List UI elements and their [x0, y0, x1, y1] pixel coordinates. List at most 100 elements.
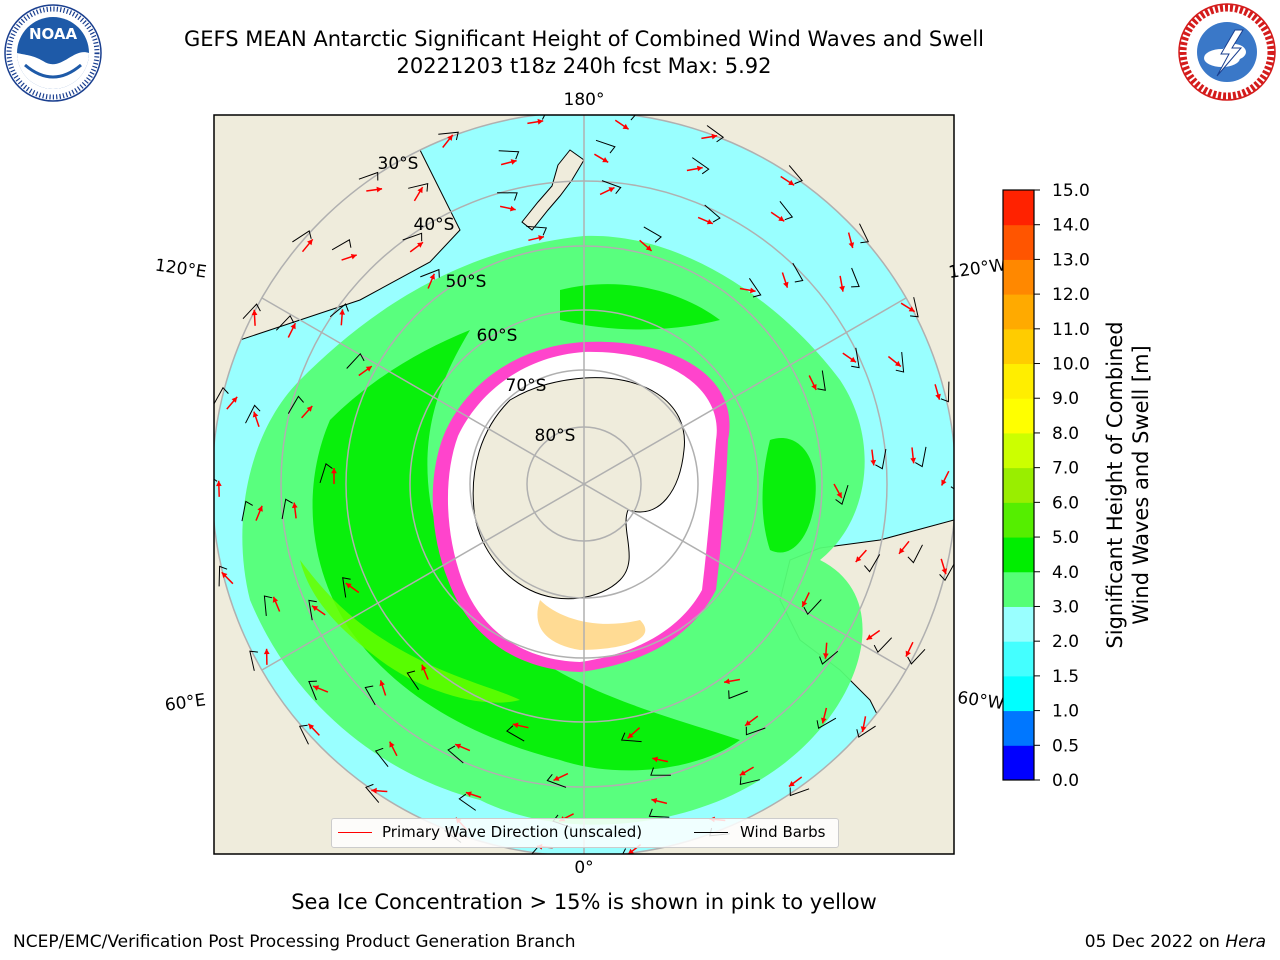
lat-label-80s: 80°S: [535, 426, 576, 446]
wave-arrow-head: [417, 242, 423, 248]
wave-arrow-head: [860, 726, 867, 732]
wave-arrow-head: [290, 323, 296, 330]
colorbar-tick-label: 5.0: [1052, 528, 1079, 548]
wave-arrow-head: [350, 254, 357, 260]
band-4m-north: [560, 284, 720, 330]
wave-arrow-head: [252, 411, 259, 418]
wave-arrow-head: [307, 239, 313, 246]
colorbar-tick-label: 12.0: [1052, 285, 1090, 305]
wave-arrow-head: [848, 242, 855, 248]
colorbar-tick-label: 3.0: [1052, 597, 1079, 617]
wind-barb: [214, 478, 218, 482]
wave-arrow-head: [778, 215, 785, 222]
wind-barb: [620, 732, 642, 743]
map-frame: [213, 114, 955, 855]
wind-barb: [281, 498, 293, 520]
colorbar-block: [1003, 328, 1034, 365]
wave-arrow-head: [908, 306, 915, 312]
wave-arrow-head: [537, 118, 544, 125]
wind-barb: [643, 226, 662, 243]
wave-arrow-head: [724, 678, 730, 685]
wind-barb: [859, 223, 870, 244]
wave-arrow-head: [376, 186, 383, 193]
wind-barb: [630, 115, 636, 121]
wave-arrow-head: [941, 568, 948, 575]
colorbar-ticks: 0.0 0.5 1.0 1.5 2.0 3.0 4.0 5.0 6.0 7.0 8.0 9.0 10.0…: [1034, 181, 1090, 791]
wave-arrow-head: [866, 634, 873, 640]
wave-arrow-head: [836, 492, 842, 498]
colorbar-block: [1003, 190, 1034, 226]
colorbar-block: [1003, 641, 1034, 677]
legend-wave-direction: Primary Wave Direction (unscaled): [382, 823, 643, 841]
wind-barb: [249, 650, 258, 671]
colorbar-tick-label: 11.0: [1052, 320, 1090, 340]
wind-barb: [779, 200, 794, 221]
wind-barb: [298, 724, 309, 745]
wind-barb: [940, 381, 950, 403]
wind-barb: [601, 180, 622, 195]
band-5m: [300, 560, 520, 703]
lon-label-120w: 120°W: [947, 255, 1007, 283]
wind-barb: [364, 685, 376, 706]
colorbar-tick-label: 15.0: [1052, 181, 1090, 201]
lat-label-30s: 30°S: [378, 154, 419, 174]
lat-label-40s: 40°S: [414, 215, 455, 235]
wind-barb: [506, 725, 525, 742]
noaa-logo: NOAA: [3, 3, 103, 103]
wave-arrow-head: [417, 187, 423, 194]
wave-arrow-head: [553, 775, 560, 781]
wave-arrow-head: [272, 596, 279, 603]
wave-arrow-head: [622, 123, 629, 130]
wave-arrow-head: [651, 798, 658, 804]
wind-barb: [873, 637, 893, 654]
wave-arrow-head: [628, 848, 634, 854]
colorbar-tick-label: 13.0: [1052, 250, 1090, 270]
lat-label-70s: 70°S: [506, 376, 547, 396]
wave-arrow-head: [312, 605, 318, 612]
colorbar-block: [1003, 467, 1034, 503]
wind-barb: [526, 225, 548, 236]
footer-date: 05 Dec 2022 on Hera: [1085, 932, 1266, 952]
colorbar-block: [1003, 606, 1034, 642]
wind-barb: [745, 726, 766, 736]
wind-barb: [739, 776, 760, 786]
wave-arrow-head: [750, 287, 756, 294]
wind-barb: [792, 262, 804, 283]
wind-barb: [342, 577, 351, 598]
wind-barb: [816, 717, 837, 729]
wave-arrow-head: [389, 741, 395, 748]
colorbar-tick-label: 7.0: [1052, 459, 1079, 479]
wind-barb: [692, 157, 710, 175]
wind-barb: [856, 725, 876, 738]
wind-barb: [546, 773, 567, 788]
wave-arrow-head: [697, 165, 703, 172]
wave-arrow-head: [850, 356, 856, 363]
wind-barb: [241, 500, 253, 522]
wind-barb: [622, 848, 627, 854]
wave-arrow-head: [602, 157, 609, 163]
wind-barb: [263, 595, 273, 616]
colorbar-tick-label: 1.5: [1052, 667, 1079, 687]
wave-arrow-head: [291, 502, 298, 509]
wind-barb: [875, 448, 887, 470]
wind-barb: [895, 352, 905, 373]
wave-arrow-head: [745, 720, 751, 726]
wind-barb: [541, 115, 546, 120]
wind-barb: [907, 544, 923, 564]
colorbar: [1003, 190, 1034, 781]
wave-arrow-head: [313, 685, 320, 691]
colorbar-tick-label: 2.0: [1052, 632, 1079, 652]
wind-barb: [789, 787, 810, 797]
wind-barb: [817, 370, 826, 391]
lon-label-60e: 60°E: [164, 690, 207, 715]
wave-arrow-head: [331, 468, 337, 474]
colorbar-tick-label: 6.0: [1052, 493, 1079, 513]
colorbar-frame: [1002, 189, 1035, 781]
wind-barb-swatch: [694, 832, 728, 833]
wind-barb: [864, 554, 881, 573]
map-legend: Primary Wave Direction (unscaled) Wind B…: [331, 818, 839, 848]
wind-barb: [748, 278, 762, 298]
wave-arrow-head: [802, 600, 808, 607]
wind-barb: [910, 297, 919, 318]
